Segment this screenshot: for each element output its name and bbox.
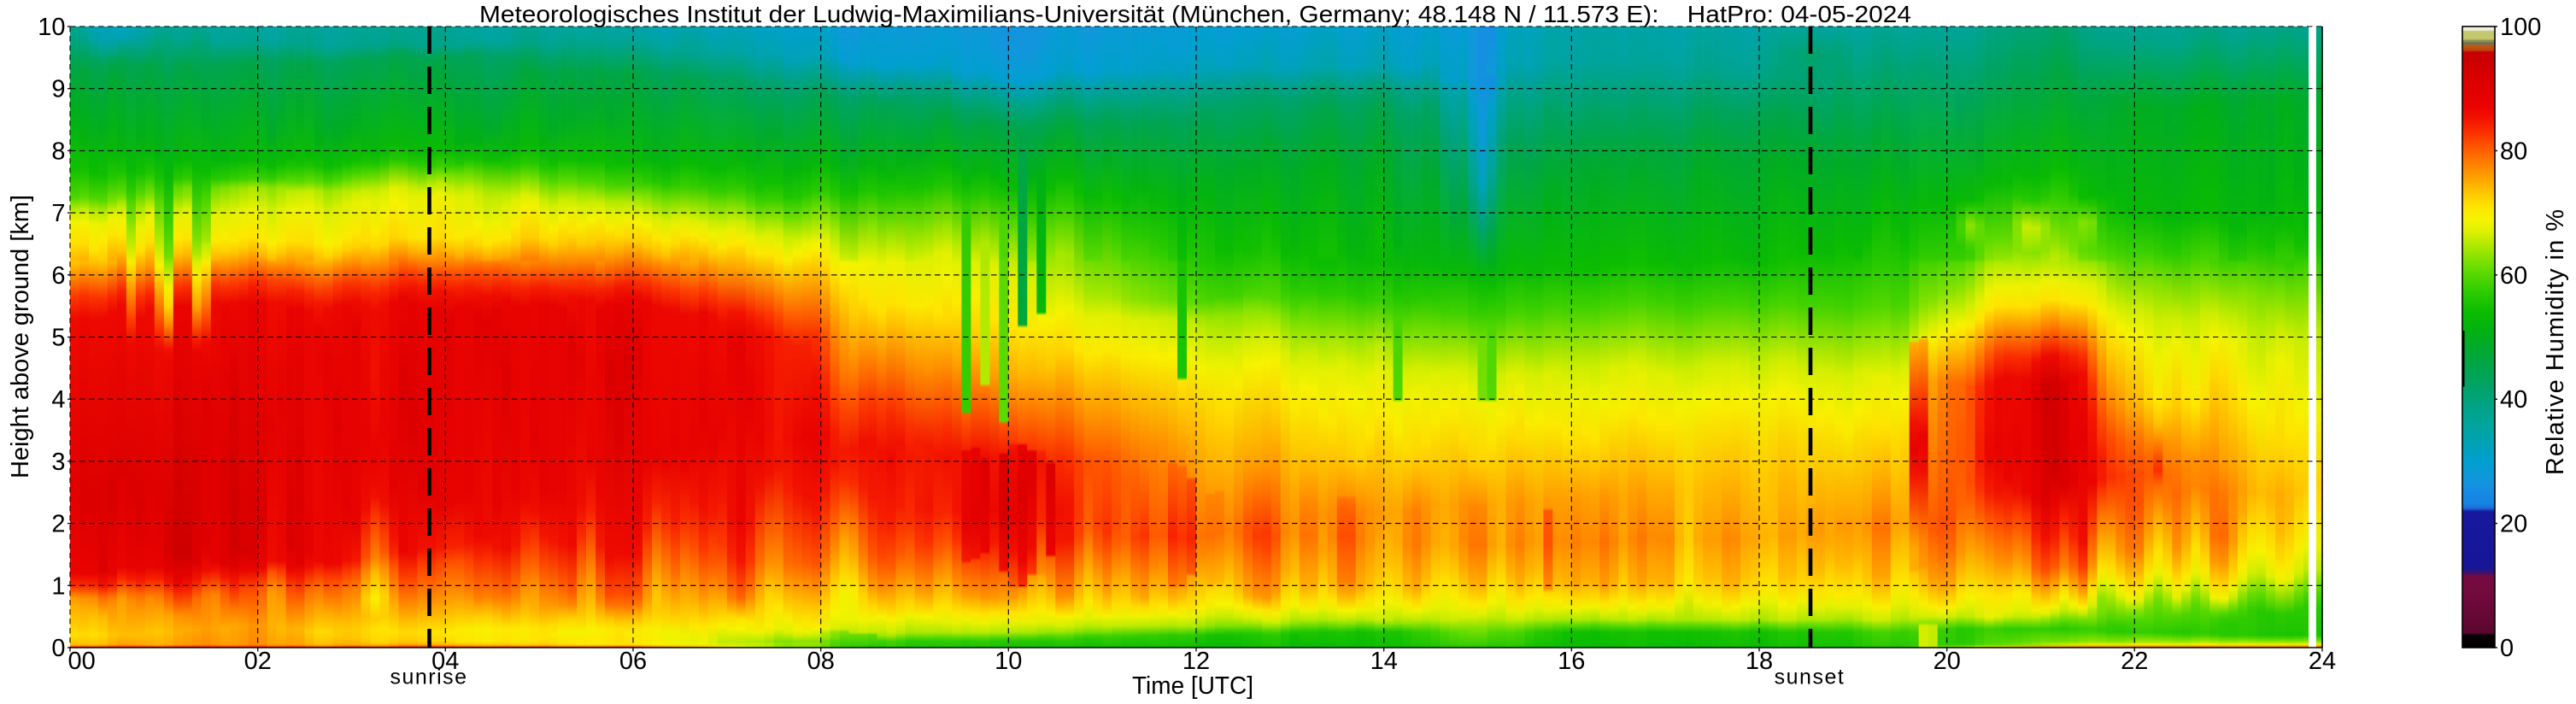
svg-text:10: 10 (995, 648, 1022, 675)
svg-text:Height above ground [km]: Height above ground [km] (7, 195, 34, 478)
svg-text:2: 2 (51, 511, 65, 538)
svg-text:22: 22 (2121, 648, 2148, 675)
svg-text:18: 18 (1746, 648, 1773, 675)
svg-text:3: 3 (51, 449, 65, 476)
svg-text:16: 16 (1558, 648, 1585, 675)
svg-text:Meteorologisches Institut der: Meteorologisches Institut der Ludwig-Max… (479, 1, 1911, 27)
svg-text:24: 24 (2309, 648, 2336, 675)
svg-text:0: 0 (51, 635, 65, 662)
svg-text:4: 4 (51, 386, 65, 414)
svg-text:sunrise: sunrise (390, 666, 467, 689)
svg-text:Time [UTC]: Time [UTC] (1132, 672, 1253, 700)
svg-text:1: 1 (51, 572, 65, 600)
svg-text:80: 80 (2500, 138, 2527, 165)
svg-text:10: 10 (38, 14, 65, 41)
svg-text:14: 14 (1370, 648, 1398, 675)
svg-text:7: 7 (51, 200, 65, 227)
svg-text:8: 8 (51, 138, 65, 165)
svg-text:Relative Humidity in %: Relative Humidity in % (2542, 208, 2569, 475)
svg-text:12: 12 (1182, 648, 1210, 675)
svg-text:02: 02 (244, 648, 272, 675)
svg-text:20: 20 (1933, 648, 1961, 675)
svg-text:9: 9 (51, 76, 65, 103)
svg-text:5: 5 (51, 325, 65, 352)
svg-text:06: 06 (619, 648, 647, 675)
svg-text:6: 6 (51, 262, 65, 290)
svg-text:00: 00 (68, 648, 96, 675)
svg-text:20: 20 (2500, 511, 2527, 538)
svg-text:100: 100 (2500, 14, 2541, 41)
svg-text:sunset: sunset (1775, 666, 1845, 689)
svg-text:0: 0 (2500, 635, 2514, 662)
svg-text:60: 60 (2500, 262, 2527, 290)
svg-text:40: 40 (2500, 386, 2527, 414)
svg-text:08: 08 (807, 648, 835, 675)
svg-text:04: 04 (431, 648, 459, 675)
